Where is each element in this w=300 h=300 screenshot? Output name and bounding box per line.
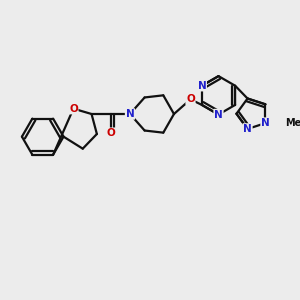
Text: N: N xyxy=(261,118,270,128)
Text: Me: Me xyxy=(285,118,300,128)
Text: N: N xyxy=(126,109,134,119)
Text: N: N xyxy=(214,110,223,119)
Text: O: O xyxy=(69,104,78,114)
Text: O: O xyxy=(186,94,195,104)
Text: O: O xyxy=(106,128,115,138)
Text: N: N xyxy=(197,81,206,91)
Text: N: N xyxy=(243,124,252,134)
